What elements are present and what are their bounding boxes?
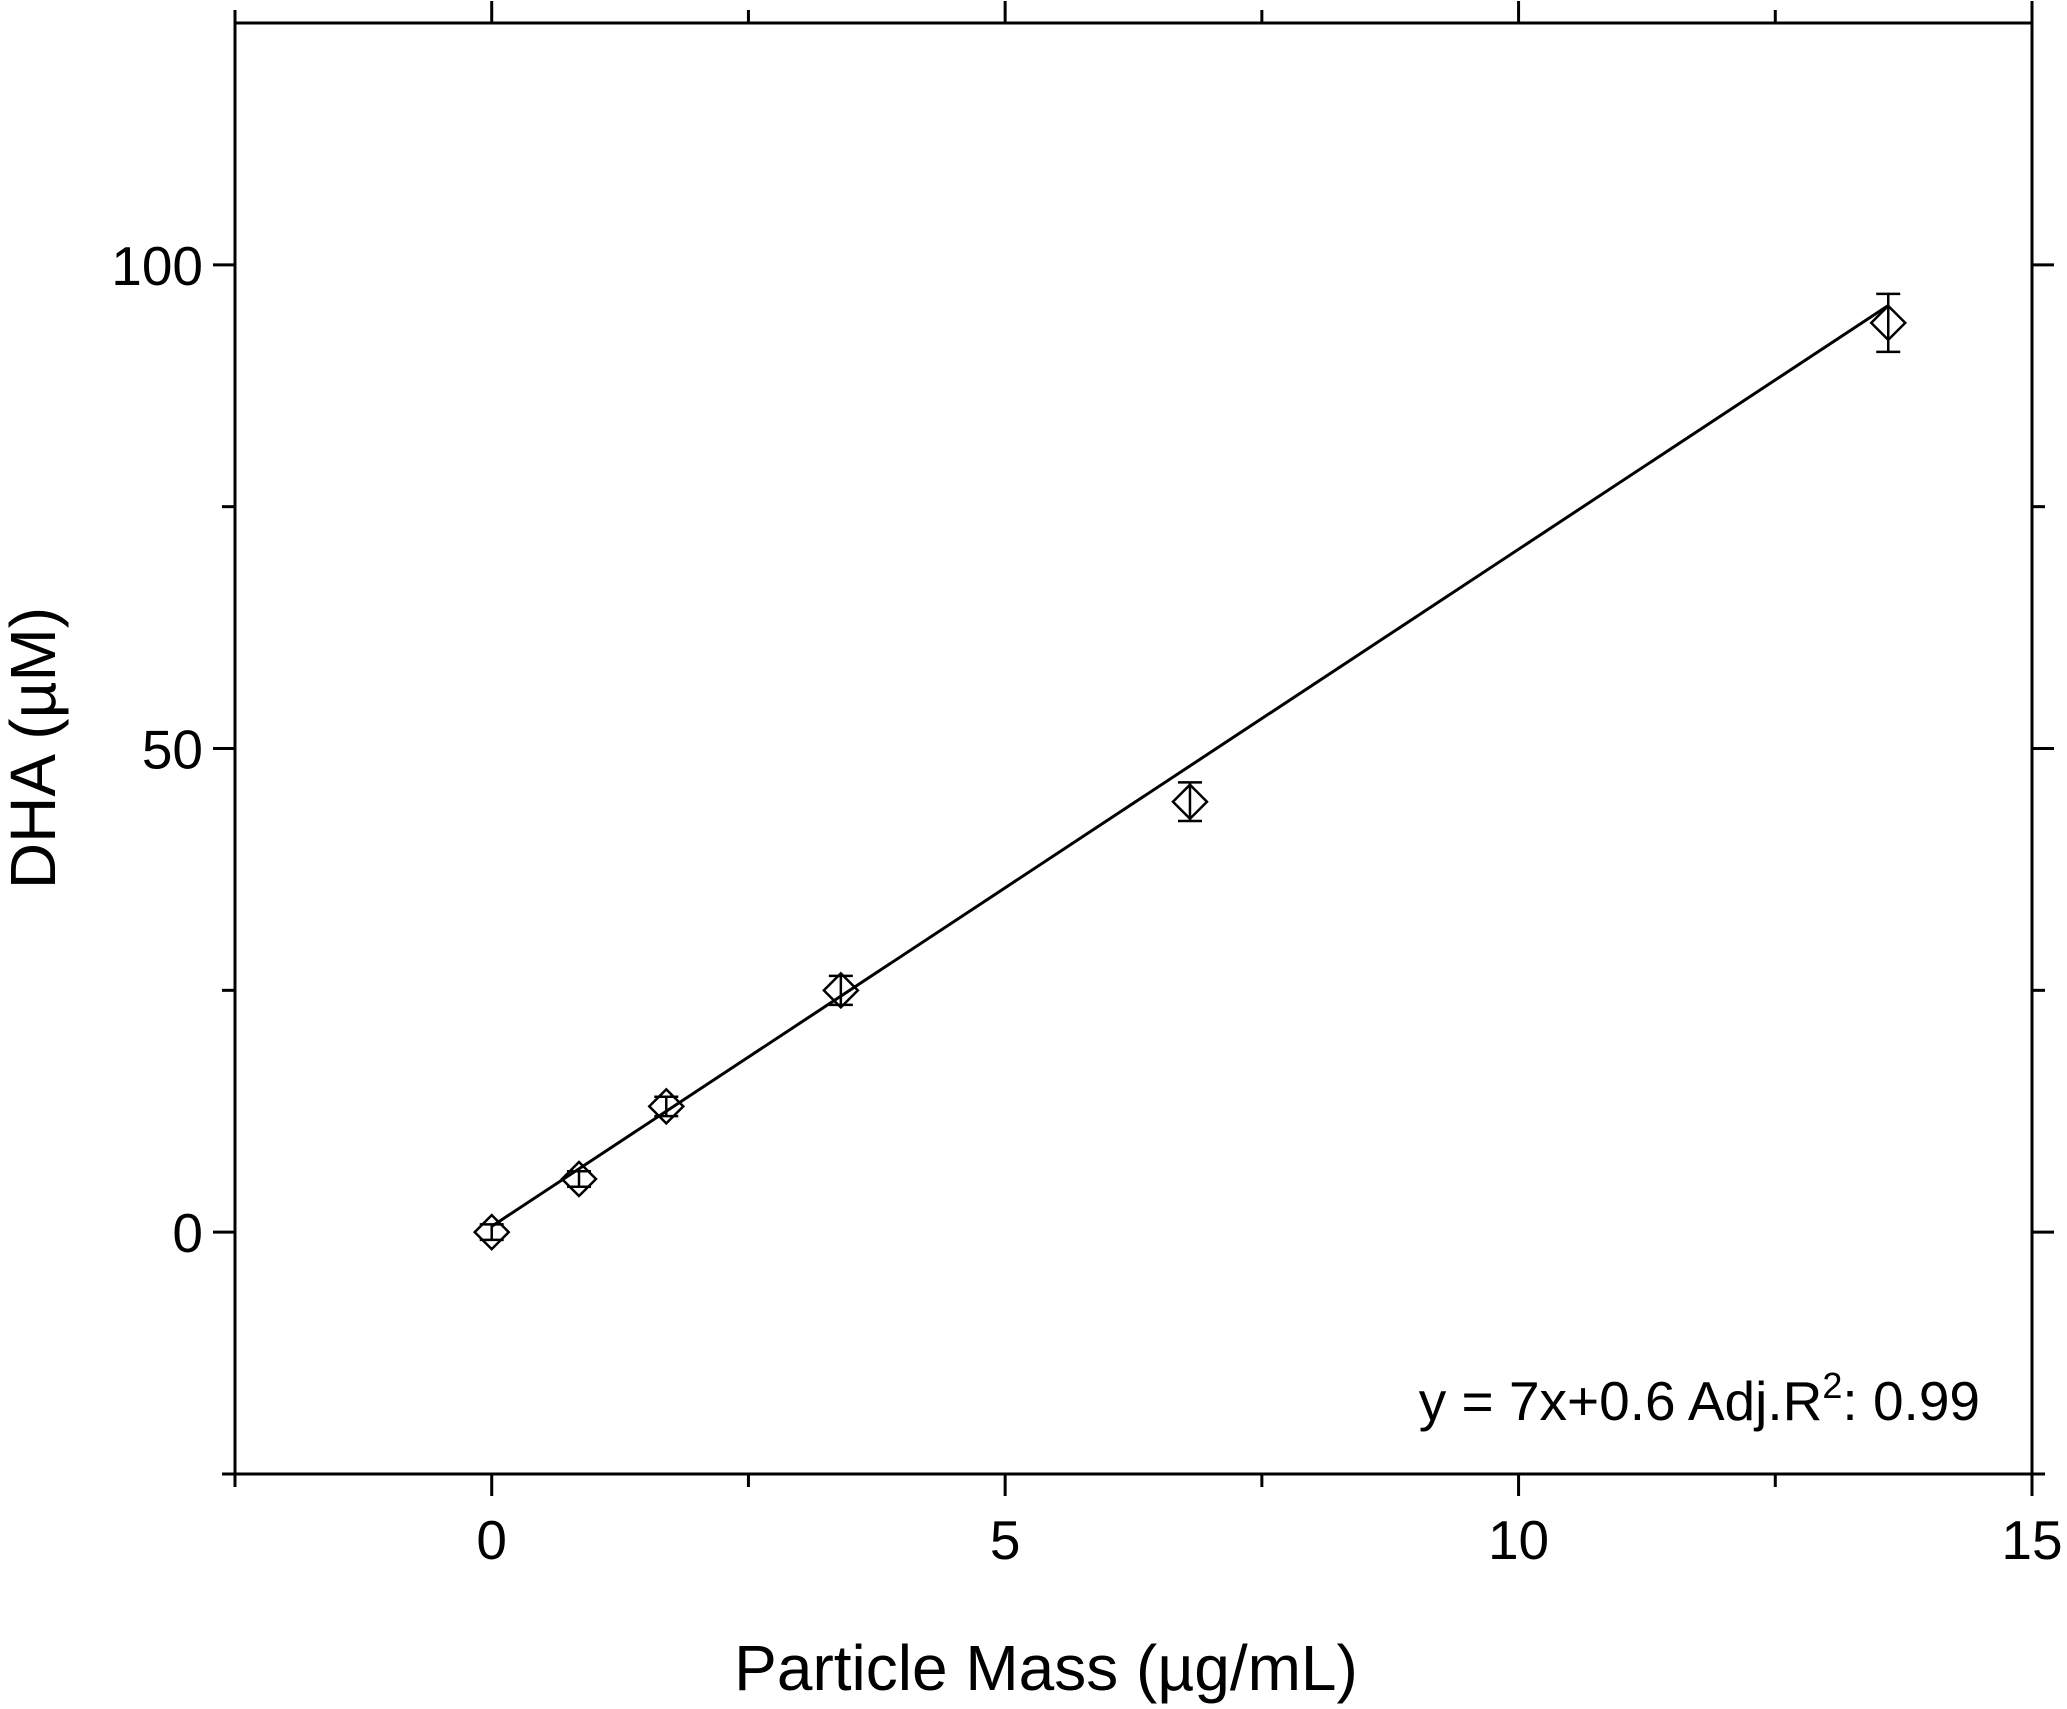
fit-line-group	[490, 304, 1890, 1228]
y-tick-label: 0	[172, 1202, 203, 1264]
data-points	[472, 292, 1908, 1251]
data-point	[1869, 292, 1908, 354]
axes: 0 5 10 15 0 50 100	[111, 1, 2063, 1571]
data-point	[822, 971, 860, 1010]
x-tick-label: 5	[990, 1509, 1021, 1571]
data-point	[647, 1087, 686, 1126]
y-tick-label: 100	[111, 235, 203, 297]
x-tick-label: 15	[2001, 1509, 2062, 1571]
diamond-marker	[472, 1213, 511, 1251]
x-tick-label: 0	[476, 1509, 507, 1571]
x-axis-title: Particle Mass (µg/mL)	[734, 1632, 1358, 1704]
diamond-marker	[560, 1160, 598, 1198]
fit-line	[490, 304, 1890, 1228]
y-axis-title: DHA (µM)	[0, 607, 69, 889]
diamond-marker	[1869, 304, 1908, 342]
data-point	[560, 1160, 598, 1198]
fit-equation-annotation: y = 7x+0.6 Adj.R2: 0.99	[1419, 1365, 1980, 1432]
diamond-marker	[647, 1087, 686, 1126]
diamond-marker	[1171, 782, 1209, 821]
diamond-marker	[822, 971, 860, 1010]
plot-frame	[233, 21, 2034, 1476]
y-tick-label: 50	[142, 719, 203, 781]
data-point	[1171, 781, 1209, 823]
data-point	[472, 1213, 511, 1251]
x-tick-label: 10	[1488, 1509, 1549, 1571]
